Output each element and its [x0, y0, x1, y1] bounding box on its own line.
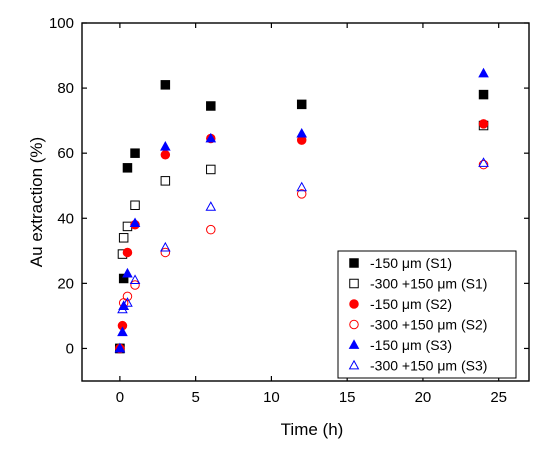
- data-point-series-5: [117, 326, 128, 337]
- legend-marker: [348, 339, 360, 349]
- data-point-series-3: [478, 119, 489, 129]
- legend-label: -300 +150 μm (S1): [370, 276, 487, 292]
- data-point-series-4: [296, 189, 307, 199]
- y-tick-label: 40: [57, 210, 74, 227]
- legend-box: [337, 250, 517, 379]
- data-point-series-2: [206, 164, 216, 175]
- data-point-series-6: [160, 241, 171, 252]
- data-point-series-1: [206, 101, 216, 111]
- legend-label: -150 μm (S1): [370, 255, 452, 271]
- data-point-series-1: [122, 163, 133, 173]
- y-tick-label: 60: [57, 145, 74, 162]
- x-tick-label: 10: [263, 389, 280, 406]
- x-tick-label: 20: [415, 389, 432, 406]
- data-point-series-6: [117, 303, 128, 314]
- data-point-series-6: [122, 297, 133, 307]
- data-point-series-2: [118, 233, 129, 243]
- plot-border: [81, 22, 530, 382]
- data-point-series-6: [478, 157, 489, 167]
- data-point-series-6: [205, 201, 217, 211]
- data-point-series-5: [205, 132, 217, 143]
- legend-label: -300 +150 μm (S3): [370, 358, 487, 374]
- legend-marker: [349, 299, 359, 309]
- x-axis-label: Time (h): [281, 420, 344, 439]
- axis-ticks: 0 5 10 15 20 25 0 20 40 60 80 100: [49, 15, 529, 406]
- y-tick-label: 100: [49, 15, 74, 32]
- data-point-series-5: [122, 267, 133, 278]
- data-point-series-6: [129, 274, 141, 285]
- y-tick-label: 20: [57, 275, 74, 292]
- data-point-series-5: [160, 140, 171, 151]
- data-point-series-1: [160, 80, 171, 90]
- legend-label: -150 μm (S2): [370, 296, 452, 312]
- data-point-series-4: [478, 159, 489, 170]
- data-point-series-1: [118, 273, 129, 284]
- data-point-series-6: [118, 300, 129, 311]
- data-point-series-1: [130, 148, 140, 158]
- data-point-series-5: [296, 127, 308, 138]
- legend-label: -300 +150 μm (S2): [370, 317, 487, 333]
- data-point-series-4: [130, 280, 140, 290]
- data-point-series-5: [478, 67, 489, 78]
- legend-marker: [349, 258, 359, 268]
- data-point-series-3: [160, 150, 171, 160]
- data-point-series-6: [114, 342, 126, 353]
- legend-marker: [349, 278, 359, 289]
- data-point-series-3: [122, 247, 133, 258]
- plot-area: [81, 22, 530, 382]
- legend-label: -150 μm (S3): [370, 337, 452, 353]
- data-point-series-4: [206, 224, 216, 235]
- data-point-series-1: [296, 99, 307, 110]
- legend-marker: [348, 359, 360, 370]
- data-point-series-5: [129, 217, 141, 228]
- data-point-series-2: [130, 200, 140, 211]
- x-tick-label: 0: [116, 389, 124, 406]
- data-point-series-2: [160, 176, 171, 186]
- x-tick-label: 25: [490, 389, 507, 406]
- data-point-series-4: [122, 291, 133, 302]
- data-point-series-1: [478, 89, 489, 100]
- x-tick-label: 5: [191, 389, 199, 406]
- y-tick-label: 80: [57, 80, 74, 97]
- y-tick-label: 0: [66, 340, 74, 357]
- legend: -150 μm (S1) -300 +150 μm (S1) -150 μm (S2…: [337, 250, 517, 379]
- x-tick-label: 15: [339, 389, 356, 406]
- data-point-series-6: [296, 181, 308, 192]
- data-point-series-4: [160, 247, 171, 258]
- legend-marker: [349, 319, 359, 330]
- data-points: [114, 67, 489, 354]
- y-axis-label: Au extraction (%): [27, 137, 46, 267]
